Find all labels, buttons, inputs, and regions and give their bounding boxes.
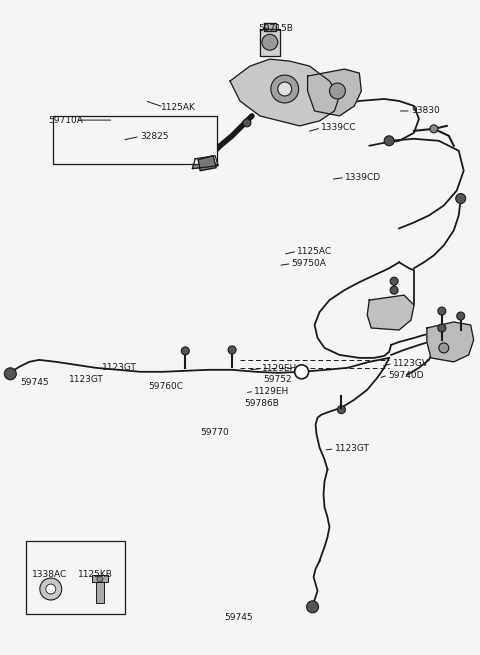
Text: 1123GT: 1123GT bbox=[102, 363, 137, 372]
Circle shape bbox=[228, 346, 236, 354]
Text: 59770: 59770 bbox=[200, 428, 228, 437]
Circle shape bbox=[384, 136, 394, 146]
Circle shape bbox=[46, 584, 56, 594]
Circle shape bbox=[439, 343, 449, 353]
Text: 59745: 59745 bbox=[224, 612, 253, 622]
Circle shape bbox=[181, 347, 189, 355]
Text: 1129EH: 1129EH bbox=[262, 364, 297, 373]
Bar bbox=[53, 116, 217, 164]
Polygon shape bbox=[308, 69, 361, 116]
Circle shape bbox=[271, 75, 299, 103]
Text: 59710A: 59710A bbox=[48, 115, 83, 124]
Text: 32825: 32825 bbox=[140, 132, 168, 141]
Polygon shape bbox=[264, 24, 276, 31]
Text: 59760C: 59760C bbox=[148, 383, 183, 391]
Circle shape bbox=[456, 194, 466, 204]
Circle shape bbox=[307, 601, 319, 613]
Bar bbox=[92, 575, 108, 582]
Circle shape bbox=[262, 34, 278, 50]
Text: 59740D: 59740D bbox=[388, 371, 423, 380]
Text: 1339CC: 1339CC bbox=[321, 123, 357, 132]
Circle shape bbox=[438, 307, 446, 315]
Text: 59786B: 59786B bbox=[245, 399, 280, 407]
Text: 59745: 59745 bbox=[21, 378, 49, 387]
Circle shape bbox=[295, 365, 309, 379]
Text: 1125AC: 1125AC bbox=[297, 247, 332, 255]
Circle shape bbox=[97, 576, 103, 582]
Bar bbox=[96, 575, 104, 603]
Polygon shape bbox=[198, 156, 216, 171]
Circle shape bbox=[430, 125, 438, 133]
Polygon shape bbox=[260, 29, 280, 56]
Text: 1125KB: 1125KB bbox=[77, 570, 112, 578]
Text: 93830: 93830 bbox=[412, 107, 441, 115]
Polygon shape bbox=[427, 322, 474, 362]
Text: 1339CD: 1339CD bbox=[345, 173, 381, 182]
Circle shape bbox=[4, 368, 16, 380]
Circle shape bbox=[278, 82, 292, 96]
Bar bbox=[26, 542, 124, 614]
Text: 1123GV: 1123GV bbox=[393, 359, 429, 368]
Circle shape bbox=[329, 83, 346, 99]
Text: 59715B: 59715B bbox=[258, 24, 293, 33]
Circle shape bbox=[390, 286, 398, 294]
Circle shape bbox=[457, 312, 465, 320]
Text: 1123GT: 1123GT bbox=[69, 375, 104, 384]
Text: 59750A: 59750A bbox=[291, 259, 326, 268]
Text: 1125AK: 1125AK bbox=[161, 103, 196, 111]
Polygon shape bbox=[230, 59, 339, 126]
Circle shape bbox=[438, 324, 446, 332]
Circle shape bbox=[40, 578, 62, 600]
Circle shape bbox=[390, 277, 398, 285]
Circle shape bbox=[337, 405, 346, 414]
Text: 1129EH: 1129EH bbox=[254, 387, 289, 396]
Text: 1123GT: 1123GT bbox=[335, 444, 370, 453]
Polygon shape bbox=[367, 295, 414, 330]
Circle shape bbox=[243, 119, 251, 127]
Text: 59752: 59752 bbox=[263, 375, 291, 384]
Text: 1338AC: 1338AC bbox=[33, 570, 68, 578]
Polygon shape bbox=[192, 156, 218, 169]
